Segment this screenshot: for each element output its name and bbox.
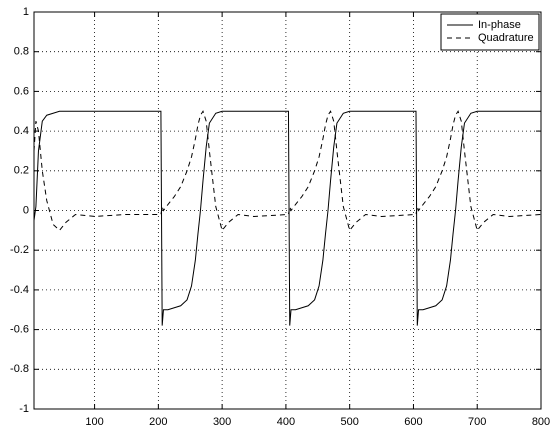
x-tick-label: 300 [213,416,231,428]
x-tick-label: 700 [468,416,486,428]
y-tick-label: -1 [19,403,29,415]
y-tick-label: -0.2 [10,244,29,256]
x-tick-label: 800 [532,416,550,428]
x-tick-label: 200 [149,416,167,428]
y-tick-label: 0.8 [14,46,29,58]
y-tick-label: 0 [23,204,29,216]
y-tick-label: 0.2 [14,165,29,177]
y-tick-label: 1 [23,6,29,18]
legend-box [440,13,540,51]
x-tick-label: 600 [404,416,422,428]
legend-label: In-phase [478,19,521,31]
legend-label: Quadrature [478,32,534,44]
y-tick-label: -0.4 [10,284,29,296]
axes-frame [33,11,542,410]
y-tick-label: -0.8 [10,363,29,375]
y-tick-label: 0.4 [14,125,29,137]
x-tick-label: 500 [340,416,358,428]
series-line [33,110,542,232]
series-line [33,110,541,326]
y-tick-label: -0.6 [10,324,29,336]
x-tick-label: 400 [277,416,295,428]
y-tick-label: 0.6 [14,85,29,97]
x-tick-label: 100 [85,416,103,428]
